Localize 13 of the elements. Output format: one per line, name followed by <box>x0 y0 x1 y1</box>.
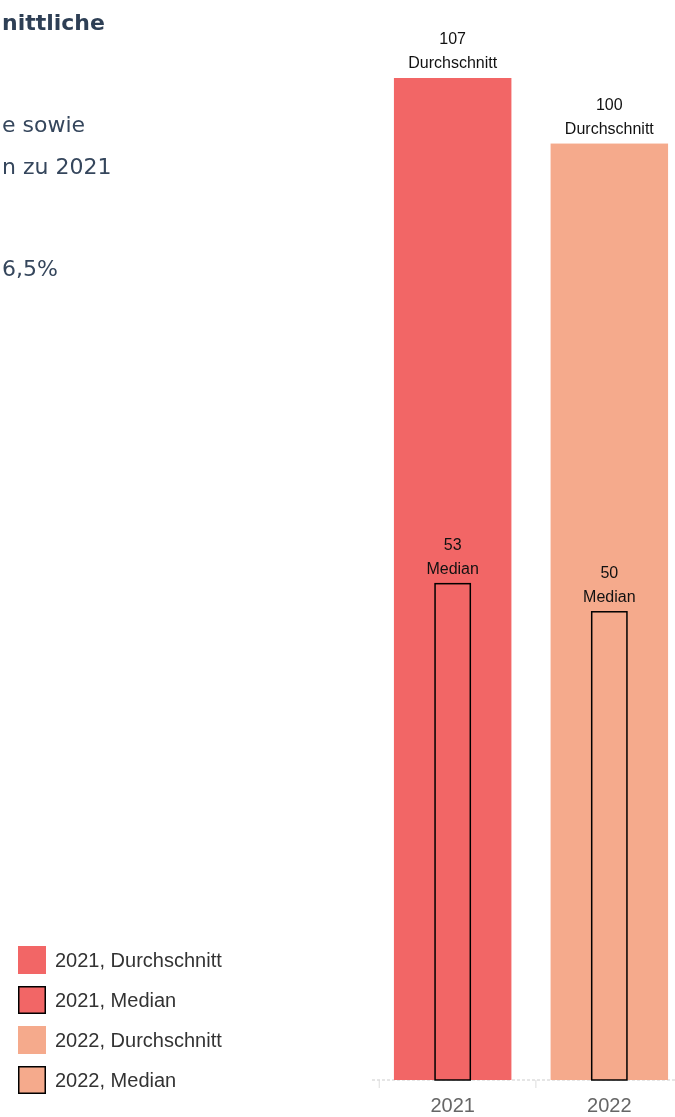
legend-label: 2022, Durchschnitt <box>55 1029 223 1051</box>
x-tick-label: 2022 <box>587 1094 632 1116</box>
x-tick-label: 2021 <box>430 1094 475 1116</box>
data-label: 53 Median <box>426 535 479 577</box>
text: 6,5% <box>2 256 58 281</box>
legend-label: 2021, Median <box>55 989 177 1011</box>
legend-label: 2021, Durchschnitt <box>55 949 223 971</box>
data-label: 100 Durchschnitt <box>564 95 655 137</box>
legend-label: 2022, Median <box>55 1069 177 1091</box>
text: e sowie n zu 2021 <box>2 112 112 179</box>
data-label: 50 Median <box>583 563 636 605</box>
text: nittliche <box>2 10 105 35</box>
data-label: 107 Durchschnitt <box>408 30 498 71</box>
